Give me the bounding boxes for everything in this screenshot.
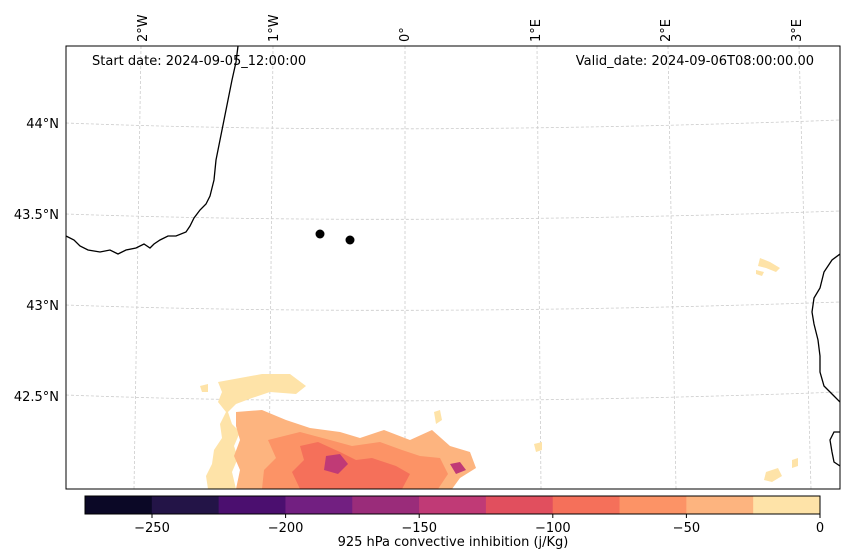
field-dark	[324, 454, 466, 474]
lon-label: 1°W	[267, 14, 282, 42]
colorbar-segment	[619, 496, 687, 514]
parallel-44n	[66, 119, 840, 130]
colorbar-segment	[753, 496, 821, 514]
cin-field	[200, 258, 798, 489]
parallel-43-5n	[66, 210, 840, 220]
map-area	[66, 46, 840, 489]
meridian-1w	[268, 46, 274, 489]
meridian-1e	[536, 46, 542, 489]
colorbar-segment	[686, 496, 754, 514]
colorbar-segment	[352, 496, 420, 514]
colorbar-label: 925 hPa convective inhibition (j/Kg)	[338, 535, 569, 550]
colorbar-tick-label: −250	[134, 521, 170, 536]
station-marker	[315, 229, 325, 239]
field-light	[206, 374, 306, 489]
parallel-42-5n	[66, 391, 840, 402]
field-patch-southeast	[764, 458, 798, 482]
coastline-east	[811, 253, 840, 467]
longitude-labels: 2°W 1°W 0° 1°E 2°E 3°E	[136, 14, 805, 42]
colorbar-tick-label: −200	[268, 521, 304, 536]
station-marker	[345, 235, 355, 245]
meridian-3e	[798, 46, 812, 489]
map-frame	[65, 45, 841, 490]
colorbar-segment	[485, 496, 554, 514]
colorbar	[84, 495, 821, 518]
lon-label: 1°E	[529, 19, 544, 42]
lat-label: 44°N	[26, 117, 59, 132]
meridian-2w	[133, 46, 142, 489]
field-patch-east	[756, 258, 780, 276]
graticule	[66, 46, 840, 489]
colorbar-segment	[552, 496, 621, 514]
lat-label: 42.5°N	[14, 390, 59, 405]
colorbar-segment	[151, 496, 220, 514]
lon-label: 2°W	[136, 14, 151, 42]
colorbar-tick-label: 0	[816, 521, 824, 536]
lon-label: 2°E	[659, 19, 674, 42]
colorbar-segment	[218, 496, 286, 514]
colorbar-tick-labels: −250 −200 −150 −100 −50 0	[134, 521, 824, 536]
lat-label: 43.5°N	[14, 208, 59, 223]
colorbar-outline	[84, 495, 821, 515]
colorbar-tick-label: −100	[535, 521, 571, 536]
colorbar-tick-label: −150	[401, 521, 437, 536]
colorbar-segment	[85, 496, 153, 514]
latitude-labels: 44°N 43.5°N 43°N 42.5°N	[14, 117, 59, 405]
start-date-label: Start date: 2024-09-05_12:00:00	[92, 54, 306, 69]
lat-label: 43°N	[26, 299, 59, 314]
coastlines	[66, 46, 840, 467]
colorbar-segment	[419, 496, 487, 514]
coastline-west	[66, 46, 239, 255]
valid-date-label: Valid_date: 2024-09-06T08:00:00.00	[576, 54, 814, 69]
meridian-2e	[667, 46, 677, 489]
parallel-43n	[66, 301, 840, 311]
lon-label: 0°	[398, 27, 413, 42]
colorbar-tick-label: −50	[673, 521, 700, 536]
field-red	[292, 442, 410, 489]
lon-label: 3°E	[790, 19, 805, 42]
colorbar-segment	[285, 496, 353, 514]
